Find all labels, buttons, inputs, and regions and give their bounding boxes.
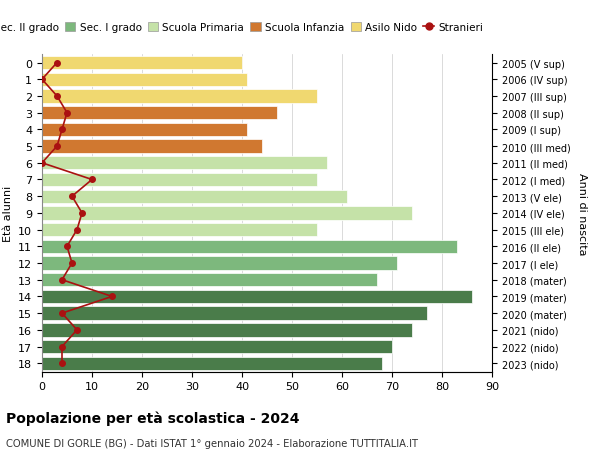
Bar bbox=[42, 340, 392, 353]
Bar bbox=[42, 57, 242, 70]
Bar bbox=[42, 324, 412, 337]
Bar bbox=[42, 174, 317, 187]
Bar bbox=[42, 190, 347, 203]
Bar bbox=[42, 257, 397, 270]
Bar bbox=[42, 240, 457, 253]
Y-axis label: Anni di nascita: Anni di nascita bbox=[577, 172, 587, 255]
Text: Popolazione per età scolastica - 2024: Popolazione per età scolastica - 2024 bbox=[6, 411, 299, 425]
Bar bbox=[42, 224, 317, 237]
Bar bbox=[42, 207, 412, 220]
Bar bbox=[42, 73, 247, 87]
Bar bbox=[42, 90, 317, 103]
Bar bbox=[42, 107, 277, 120]
Bar bbox=[42, 290, 472, 303]
Legend: Sec. II grado, Sec. I grado, Scuola Primaria, Scuola Infanzia, Asilo Nido, Stran: Sec. II grado, Sec. I grado, Scuola Prim… bbox=[0, 19, 487, 37]
Text: COMUNE DI GORLE (BG) - Dati ISTAT 1° gennaio 2024 - Elaborazione TUTTITALIA.IT: COMUNE DI GORLE (BG) - Dati ISTAT 1° gen… bbox=[6, 438, 418, 448]
Y-axis label: Età alunni: Età alunni bbox=[2, 185, 13, 241]
Bar bbox=[42, 357, 382, 370]
Bar bbox=[42, 157, 327, 170]
Bar bbox=[42, 274, 377, 287]
Bar bbox=[42, 307, 427, 320]
Bar bbox=[42, 140, 262, 153]
Bar bbox=[42, 123, 247, 137]
